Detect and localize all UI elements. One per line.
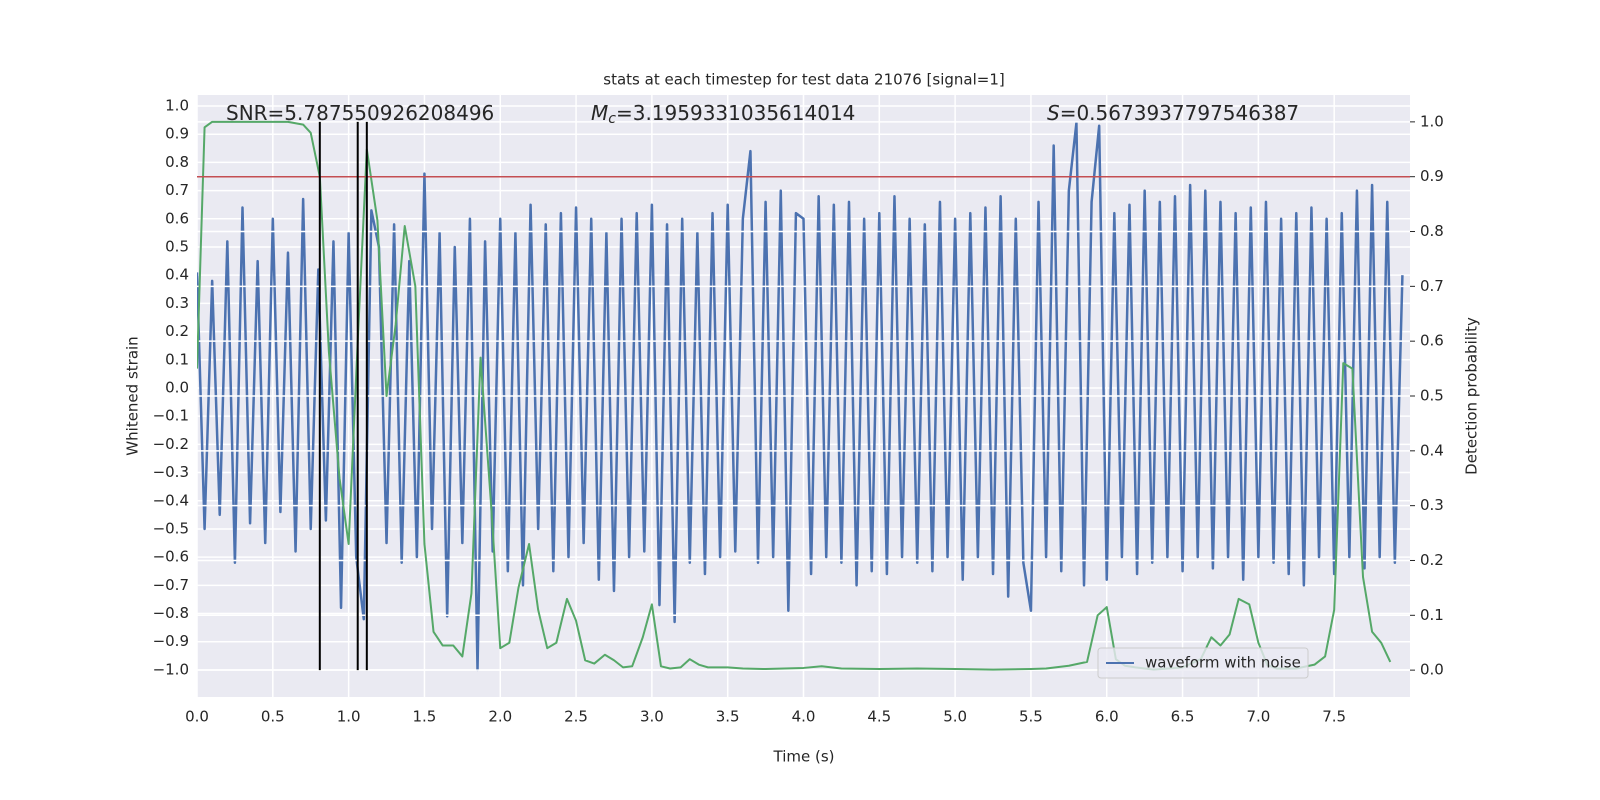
annotation-text: SNR=5.787550926208496 (226, 101, 494, 125)
x-tick-label: 0.0 (185, 708, 209, 726)
y-tick-label: 0.8 (165, 153, 189, 171)
y-tick-label: −0.4 (153, 491, 189, 509)
x-axis-label: Time (s) (773, 748, 835, 766)
y2-axis-label: Detection probability (1463, 317, 1481, 475)
annotation-text: =0.5673937797546387 (1060, 101, 1299, 125)
y-tick-label: −1.0 (153, 660, 189, 678)
y-tick-label: −0.5 (153, 519, 189, 537)
y-tick-label: −0.1 (153, 407, 189, 425)
y-tick-label: 0.0 (165, 378, 189, 396)
y-tick-label: 0.3 (165, 294, 189, 312)
x-tick-label: 3.0 (640, 708, 664, 726)
y2-tick-label: 0.4 (1420, 441, 1444, 459)
y2-tick-label: 0.7 (1420, 277, 1444, 295)
y-tick-label: 0.4 (165, 266, 189, 284)
annotation: S=0.5673937797546387 (1047, 101, 1299, 125)
y-tick-label: 0.1 (165, 350, 189, 368)
y2-tick-label: 0.2 (1420, 551, 1444, 569)
y-tick-label: 1.0 (165, 96, 189, 114)
y-tick-label: −0.7 (153, 576, 189, 594)
y-axis-label: Whitened strain (124, 336, 142, 455)
annotation-symbol: S (1047, 101, 1060, 125)
x-tick-label: 1.5 (413, 708, 437, 726)
y2-tick-label: 0.8 (1420, 222, 1444, 240)
y-tick-label: −0.9 (153, 632, 189, 650)
chart-title: stats at each timestep for test data 210… (603, 71, 1004, 89)
y-tick-label: −0.6 (153, 548, 189, 566)
annotation-text: =3.1959331035614014 (616, 101, 855, 125)
series-line (197, 121, 1404, 672)
y2-tick-label: 0.6 (1420, 332, 1444, 350)
y-tick-label: −0.8 (153, 604, 189, 622)
x-tick-label: 1.0 (337, 708, 361, 726)
x-tick-label: 5.0 (943, 708, 967, 726)
y2-tick-label: 0.0 (1420, 661, 1444, 679)
annotation-subscript: c (608, 111, 616, 127)
x-tick-label: 7.5 (1322, 708, 1346, 726)
x-tick-label: 3.5 (716, 708, 740, 726)
x-tick-label: 7.0 (1246, 708, 1270, 726)
x-tick-label: 4.5 (867, 708, 891, 726)
annotation: SNR=5.787550926208496 (226, 101, 494, 125)
x-tick-label: 2.5 (564, 708, 588, 726)
series-line (197, 120, 1392, 671)
y-tick-label: −0.2 (153, 435, 189, 453)
y-tick-label: 0.6 (165, 209, 189, 227)
x-tick-label: 6.0 (1095, 708, 1119, 726)
x-tick-label: 4.0 (792, 708, 816, 726)
y2-tick-label: 0.5 (1420, 387, 1444, 405)
x-tick-label: 2.0 (488, 708, 512, 726)
y-tick-label: 0.7 (165, 181, 189, 199)
y2-tick-label: 0.3 (1420, 496, 1444, 514)
legend-box (1097, 647, 1309, 679)
y-tick-label: 0.9 (165, 125, 189, 143)
annotation-symbol: M (591, 101, 608, 125)
y2-tick-label: 0.9 (1420, 167, 1444, 185)
legend-label: waveform with noise (1145, 654, 1301, 672)
annotation: Mc=3.1959331035614014 (591, 101, 855, 128)
y-tick-label: 0.5 (165, 237, 189, 255)
x-tick-label: 5.5 (1019, 708, 1043, 726)
y2-tick-label: 1.0 (1420, 112, 1444, 130)
y-tick-label: 0.2 (165, 322, 189, 340)
x-tick-label: 0.5 (261, 708, 285, 726)
y2-tick-label: 0.1 (1420, 606, 1444, 624)
y-tick-label: −0.3 (153, 463, 189, 481)
x-tick-label: 6.5 (1171, 708, 1195, 726)
